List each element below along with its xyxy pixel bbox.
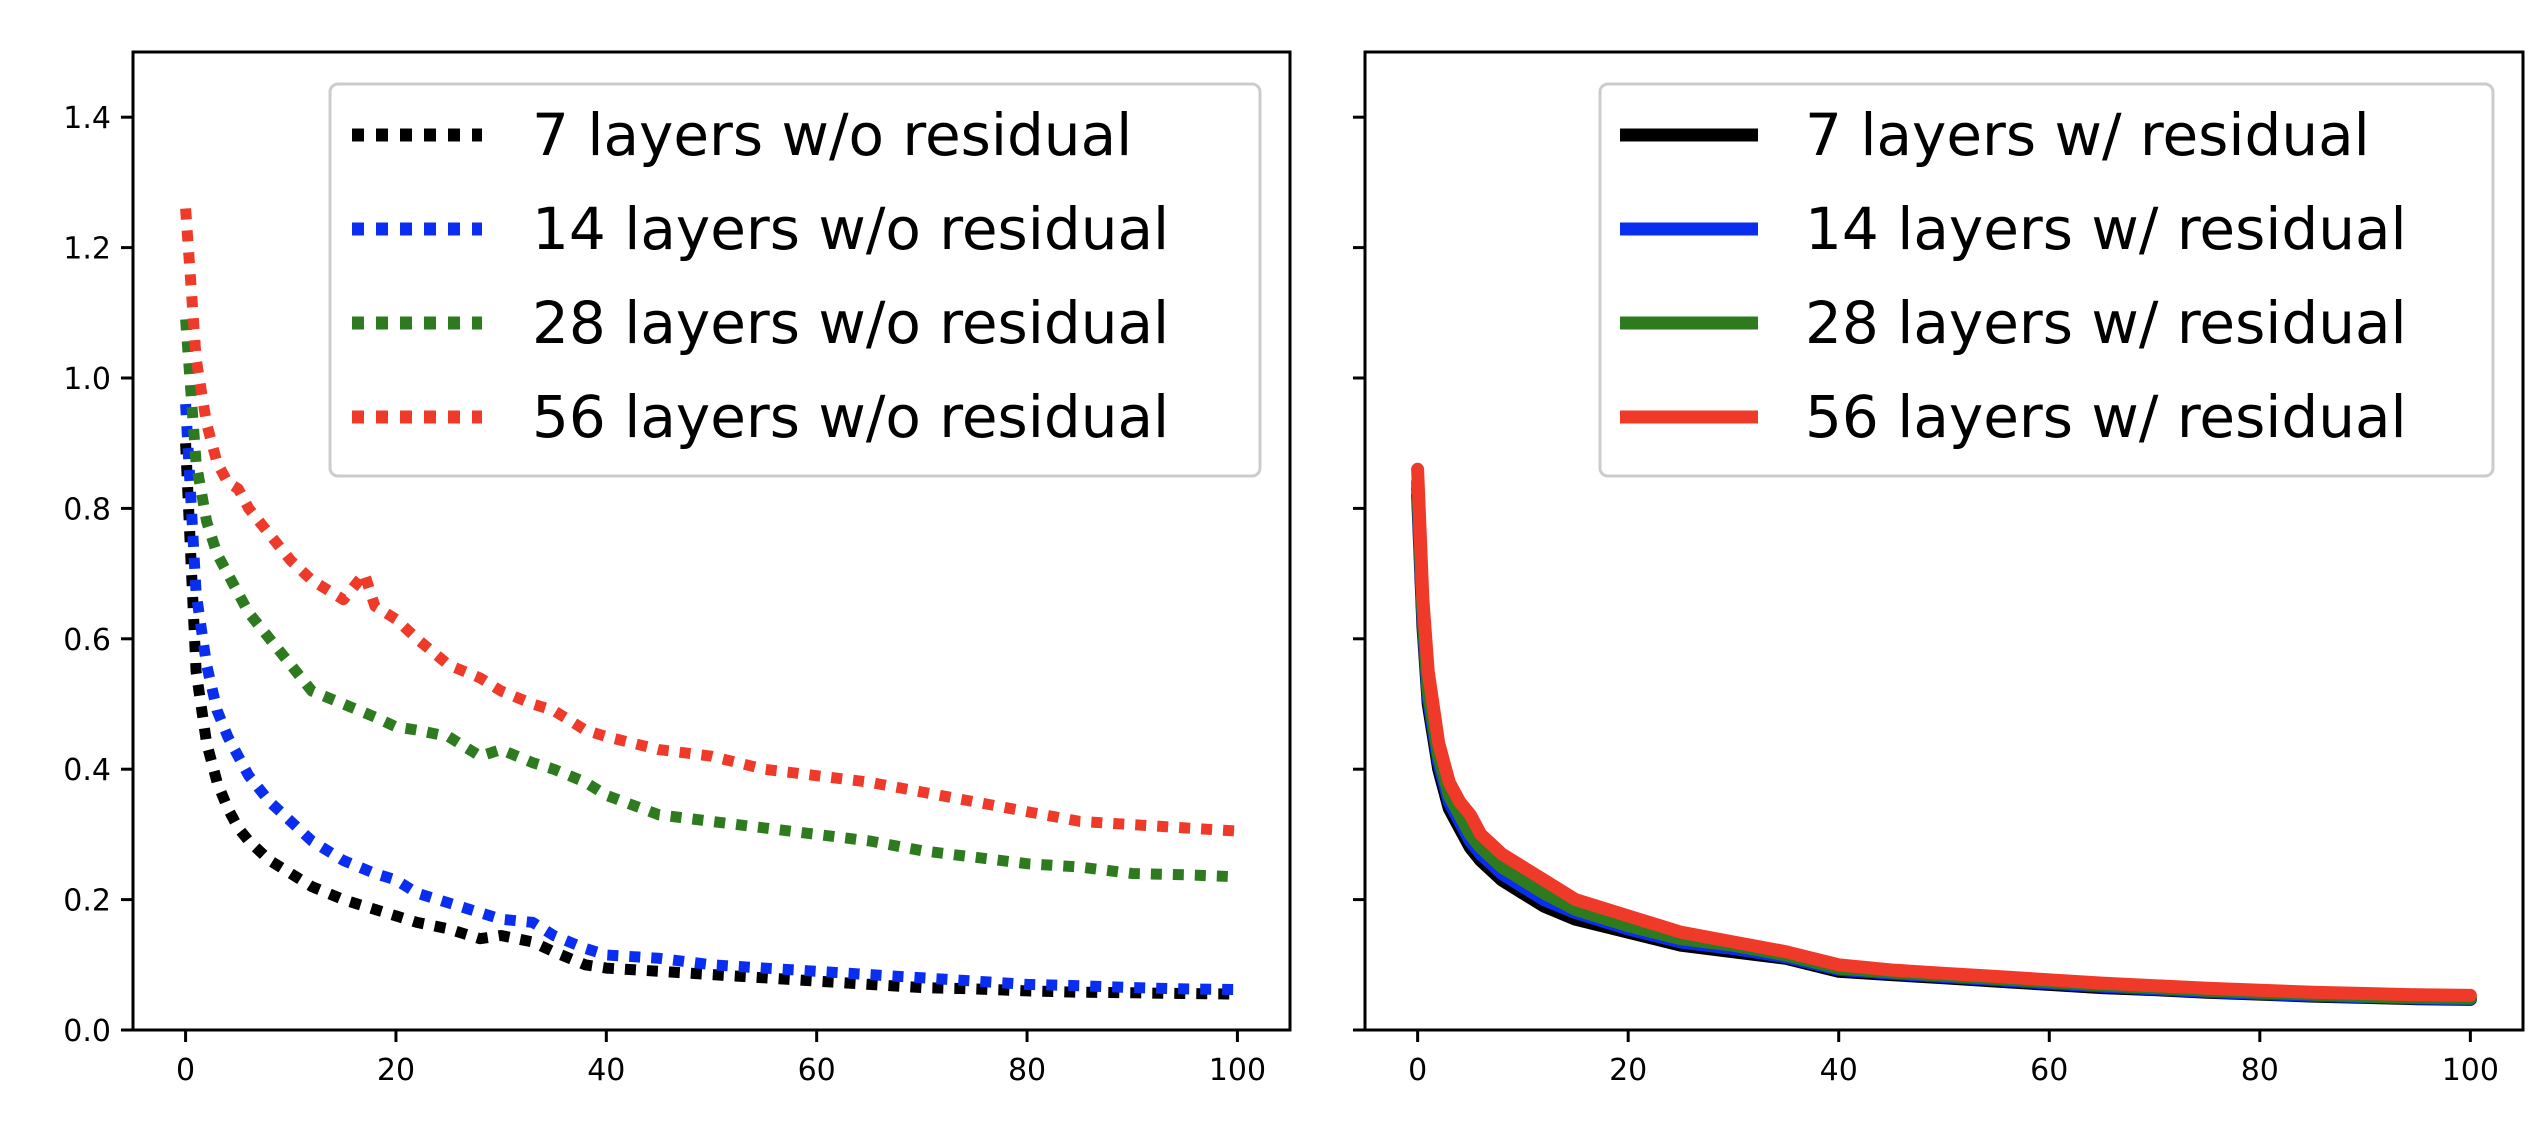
left-x-tick-label: 80 <box>1008 1053 1046 1088</box>
left-series-lines <box>180 208 1238 1000</box>
left-series-line-2 <box>180 403 1238 996</box>
right-legend-label-3: 28 layers w/ residual <box>1805 289 2407 357</box>
left-y-tick-label: 0.4 <box>63 753 111 788</box>
left-y-tick-label: 0.2 <box>63 884 111 919</box>
right-series-lines <box>1411 462 2477 1006</box>
left-legend: 7 layers w/o residual 14 layers w/o resid… <box>328 82 1262 478</box>
left-chart-panel: 0 20 40 60 80 100 0.0 0.2 0.4 0.6 0.8 1.0 1.2 1.4 7 l… <box>63 50 1292 1088</box>
right-legend-label-4: 56 layers w/ residual <box>1805 383 2407 451</box>
left-series-line-4 <box>180 208 1238 837</box>
right-legend: 7 layers w/ residual 14 layers w/ residua… <box>1598 82 2495 478</box>
right-series-line-4 <box>1411 462 2477 1002</box>
left-x-tick-label: 20 <box>377 1053 415 1088</box>
right-legend-box <box>1598 82 2495 478</box>
left-legend-box <box>328 82 1262 478</box>
left-series-line-3 <box>180 318 1238 883</box>
right-plot-frame <box>1363 50 2525 1032</box>
right-chart-panel: 0 20 40 60 80 100 7 layers w/ residual 14 laye… <box>1353 50 2525 1088</box>
right-x-tick-label: 0 <box>1408 1053 1427 1088</box>
left-x-tick-label: 0 <box>176 1053 195 1088</box>
right-x-tick-label: 20 <box>1609 1053 1647 1088</box>
right-x-tick-label: 60 <box>2030 1053 2068 1088</box>
left-y-tick-label: 0.6 <box>63 623 111 658</box>
right-x-tick-label: 100 <box>2442 1053 2499 1088</box>
left-axis-ticks: 0 20 40 60 80 100 0.0 0.2 0.4 0.6 0.8 1.0 1.2 1.4 <box>63 101 1266 1088</box>
left-x-tick-label: 100 <box>1209 1053 1266 1088</box>
right-legend-label-2: 14 layers w/ residual <box>1805 195 2407 263</box>
right-axis-ticks: 0 20 40 60 80 100 <box>1353 115 2499 1088</box>
left-series-line-1 <box>180 442 1238 1000</box>
right-x-tick-label: 80 <box>2241 1053 2279 1088</box>
left-plot-frame <box>131 50 1292 1032</box>
left-y-tick-label: 1.2 <box>63 232 111 267</box>
left-legend-label-4: 56 layers w/o residual <box>532 383 1169 451</box>
left-y-tick-label: 0.0 <box>63 1014 111 1049</box>
left-y-tick-label: 1.0 <box>63 362 111 397</box>
right-series-line-1 <box>1411 488 2477 1006</box>
left-x-tick-label: 40 <box>587 1053 625 1088</box>
left-x-tick-label: 60 <box>798 1053 836 1088</box>
left-legend-label-2: 14 layers w/o residual <box>532 195 1169 263</box>
right-legend-label-1: 7 layers w/ residual <box>1805 101 2370 169</box>
left-legend-label-3: 28 layers w/o residual <box>532 289 1169 357</box>
left-y-tick-label: 0.8 <box>63 492 111 527</box>
left-y-tick-label: 1.4 <box>63 101 111 136</box>
right-x-tick-label: 40 <box>1820 1053 1858 1088</box>
left-legend-label-1: 7 layers w/o residual <box>532 101 1132 169</box>
